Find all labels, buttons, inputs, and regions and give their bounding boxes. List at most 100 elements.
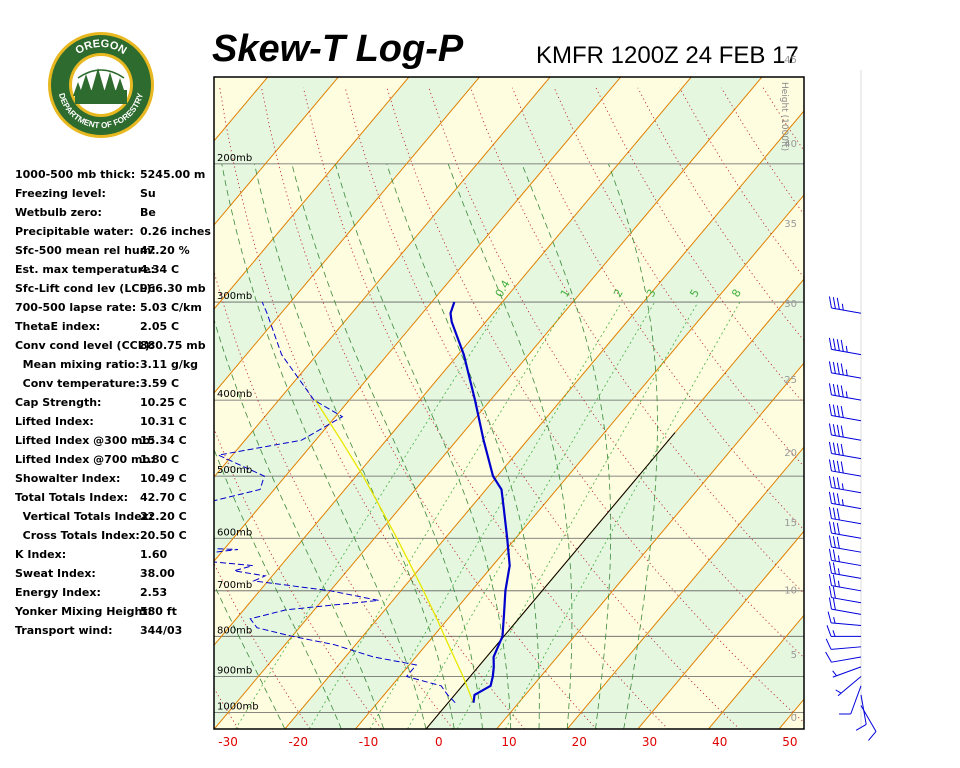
stat-label: Precipitable water:: [15, 225, 134, 238]
height-label: 20: [784, 448, 797, 459]
wind-barb: [828, 535, 862, 553]
height-label: 15: [784, 518, 797, 529]
wind-barb: [828, 383, 862, 401]
temperature-axis: -30 -20 -10 0 10 20 30 40 50: [218, 735, 797, 749]
stat-value: 10.25 C: [140, 396, 187, 409]
stat-label: Lifted Index:: [15, 415, 94, 428]
stat-value: 3.11 g/kg: [140, 358, 199, 371]
stat-value: 5245.00 m: [140, 168, 206, 181]
x-tick-label: -20: [288, 735, 308, 749]
x-tick-label: -30: [218, 735, 238, 749]
height-label: 35: [784, 219, 797, 230]
x-tick-label: 10: [501, 735, 516, 749]
stat-label: Conv temperature:: [15, 377, 140, 390]
stat-label: Showalter Index:: [15, 472, 121, 485]
pressure-label: 300mb: [217, 291, 252, 302]
wind-barb: [825, 638, 862, 650]
x-tick-label: 20: [572, 735, 587, 749]
stat-value: 1.80 C: [140, 453, 180, 466]
wind-barb: [828, 403, 862, 422]
x-tick-label: 30: [642, 735, 657, 749]
moist-adiabat: [214, 583, 286, 729]
stat-label: Lifted Index @700 mb:: [15, 453, 155, 466]
height-label: 0: [791, 713, 797, 724]
stat-value: Be: [140, 206, 156, 219]
pressure-label: 700mb: [217, 580, 252, 591]
pressure-label: 200mb: [217, 153, 252, 164]
wind-barb: [860, 705, 877, 741]
stat-label: Vertical Totals Index:: [15, 510, 154, 523]
wind-barb: [828, 423, 862, 441]
moist-adiabat: [214, 318, 385, 729]
pressure-label: 800mb: [217, 625, 252, 636]
stat-label: Sfc-500 mean rel hum:: [15, 244, 156, 257]
stat-label: Freezing level:: [15, 187, 106, 200]
isotherm: [637, 530, 804, 729]
stat-value: 10.49 C: [140, 472, 187, 485]
stat-value: 22.20 C: [140, 510, 187, 523]
moist-adiabat: [291, 163, 483, 729]
wind-barb: [827, 611, 862, 627]
temperature-profile-line: [449, 301, 511, 703]
mixing-ratio-line: [505, 301, 741, 729]
wind-barb: [828, 475, 862, 494]
stat-label: Wetbulb zero:: [15, 206, 102, 219]
height-label: 25: [784, 375, 797, 386]
wind-barb: [835, 676, 862, 697]
isotherm: [214, 77, 763, 729]
wind-barb: [828, 459, 862, 477]
isotherm: [566, 446, 804, 729]
mixing-ratio-line: [407, 301, 656, 729]
chart-title: Skew-T Log-P: [212, 28, 464, 70]
stat-value: 42.70 C: [140, 491, 187, 504]
height-label: 5: [791, 650, 797, 661]
wind-barb: [828, 296, 862, 314]
wind-barb: [828, 561, 862, 579]
height-label: 45: [784, 55, 797, 66]
stat-value: 344/03: [140, 624, 183, 637]
stat-label: 700-500 lapse rate:: [15, 301, 137, 314]
isotherm: [707, 614, 804, 729]
wind-barb: [828, 597, 862, 615]
height-label: 10: [784, 585, 797, 596]
wind-barb: [826, 625, 861, 637]
stat-value: 2.53: [140, 586, 168, 599]
svg-text:OREGON: OREGON: [73, 38, 128, 57]
stat-label: Sfc-Lift cond lev (LCL):: [15, 282, 156, 295]
height-axis-title: Height (1000ft): [779, 82, 789, 151]
isobar-lines: [214, 163, 804, 713]
isotherm: [214, 77, 622, 562]
pressure-label: 600mb: [217, 527, 252, 538]
stat-label: Conv cond level (CCL):: [15, 339, 155, 352]
stat-value: 20.50 C: [140, 529, 187, 542]
stat-label: Lifted Index @300 mb:: [15, 434, 155, 447]
wind-barb: [828, 573, 862, 592]
height-label: 30: [784, 299, 797, 310]
stat-value: Su: [140, 187, 156, 200]
x-tick-label: 0: [435, 735, 443, 749]
dry-adiabat-lines: [214, 87, 804, 729]
stat-value: 38.00: [140, 567, 175, 580]
stat-label: 1000-500 mb thick:: [15, 168, 136, 181]
sounding-profiles: [214, 301, 511, 704]
isotherm: [354, 194, 804, 729]
moist-adiabat: [608, 163, 658, 729]
pressure-label: 500mb: [217, 465, 252, 476]
stat-label: Cross Totals Index:: [15, 529, 140, 542]
x-tick-label: 40: [712, 735, 727, 749]
stat-label: Yonker Mixing Height:: [15, 605, 152, 618]
isotherm: [214, 77, 692, 647]
pressure-label: 900mb: [217, 665, 252, 676]
stat-value: 966.30 mb: [140, 282, 206, 295]
stat-label: ThetaE index:: [15, 320, 101, 333]
wind-barb: [828, 585, 862, 604]
wind-barb: [832, 666, 862, 678]
wind-barb: [828, 521, 862, 539]
temperature-band: [214, 77, 804, 729]
isotherm: [214, 77, 339, 226]
moist-adiabat: [221, 163, 427, 729]
wind-barb: [855, 694, 867, 731]
stat-value: 4.34 C: [140, 263, 180, 276]
stat-value: 5.03 C/km: [140, 301, 202, 314]
mixing-ratio-lines: [235, 301, 741, 729]
